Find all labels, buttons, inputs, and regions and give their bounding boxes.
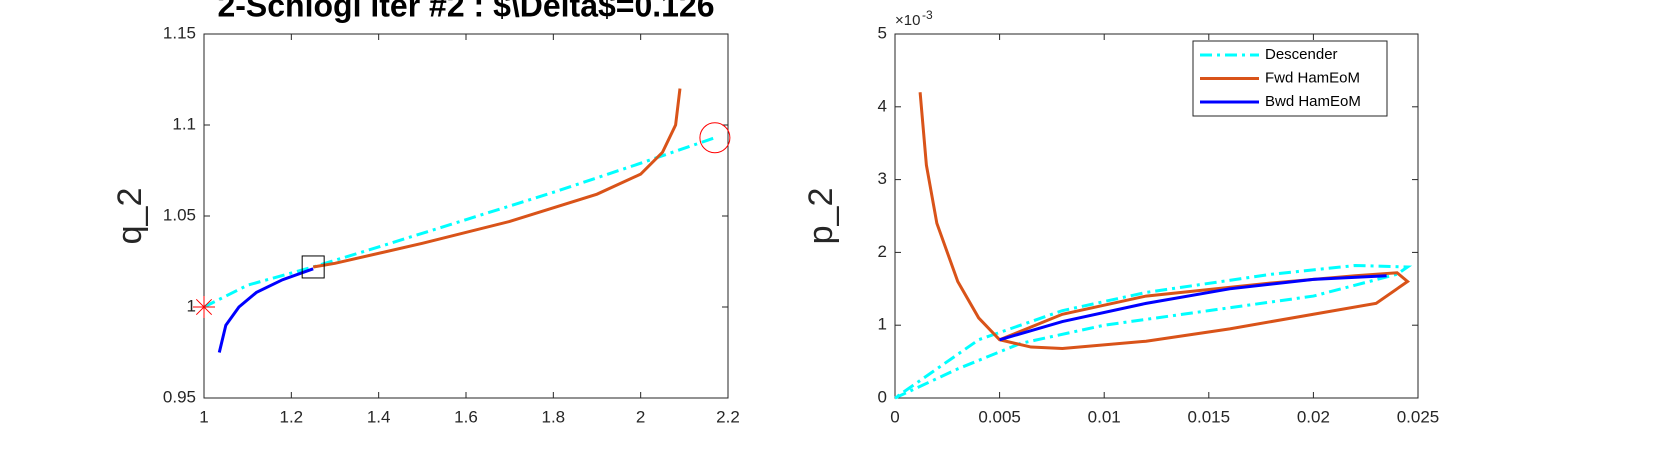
- x-tick-label: 0: [890, 407, 899, 426]
- y-tick-label: 1.1: [172, 114, 196, 133]
- x-tick-label: 1.4: [367, 407, 391, 426]
- x-tick-label: 0.015: [1188, 407, 1231, 426]
- x-tick-label: 0.005: [978, 407, 1021, 426]
- marker: [699, 122, 731, 154]
- y-axis-label: p_2: [802, 188, 840, 245]
- y-tick-label: 3: [878, 169, 887, 188]
- y-tick-label: 1.15: [163, 23, 196, 42]
- x-tick-label: 0.02: [1297, 407, 1330, 426]
- marker: [193, 296, 215, 318]
- marker: [301, 255, 325, 279]
- y-tick-label: 0.95: [163, 387, 196, 406]
- y-tick-label: 5: [878, 23, 887, 42]
- y-tick-label: 4: [878, 96, 887, 115]
- y-tick-label: 2: [878, 242, 887, 261]
- x-tick-label: 2.2: [716, 407, 740, 426]
- x-tick-label: 0.01: [1088, 407, 1121, 426]
- series-line: [999, 274, 1387, 342]
- y-axis-label: q_2: [111, 188, 149, 245]
- y-tick-label: 1.05: [163, 205, 196, 224]
- legend-label: Descender: [1265, 46, 1338, 63]
- x-tick-label: 1.2: [280, 407, 304, 426]
- y-exponent-power: -3: [922, 8, 933, 22]
- legend-label: Bwd HamEoM: [1265, 93, 1361, 110]
- y-tick-label: 1: [187, 296, 196, 315]
- x-tick-label: 2: [636, 407, 645, 426]
- chart-title: 2-Schlogl iter #2 : $\Delta$=0.126: [217, 0, 714, 23]
- series-line: [312, 88, 682, 269]
- series-line: [203, 136, 716, 309]
- legend-label: Fwd HamEoM: [1265, 69, 1360, 86]
- x-tick-label: 1.8: [542, 407, 566, 426]
- x-tick-label: 1.6: [454, 407, 478, 426]
- series-line: [217, 267, 314, 353]
- y-exponent: ×10: [895, 12, 920, 29]
- x-tick-label: 0.025: [1397, 407, 1440, 426]
- series-line: [894, 264, 1413, 400]
- x-tick-label: 1: [199, 407, 208, 426]
- y-tick-label: 1: [878, 315, 887, 334]
- axes-box: [203, 33, 729, 399]
- y-tick-label: 0: [878, 387, 887, 406]
